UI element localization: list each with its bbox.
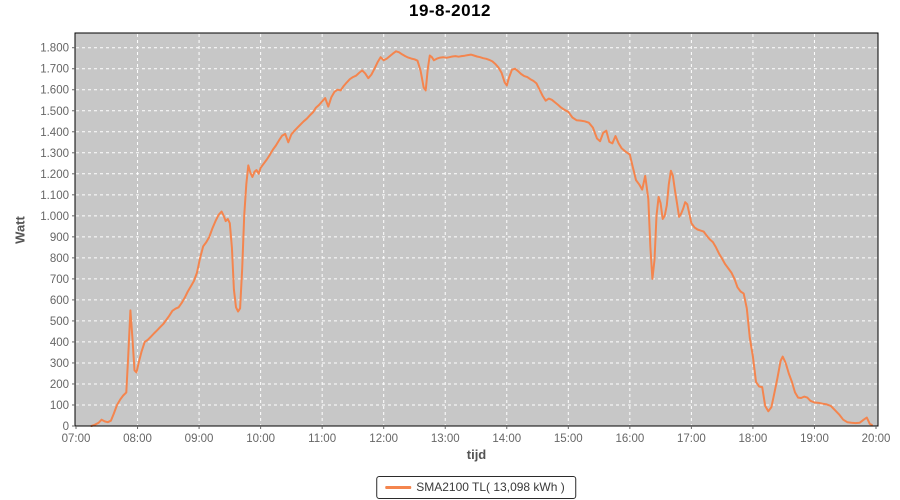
- y-tick-label: 500: [50, 316, 69, 328]
- y-tick-label: 300: [50, 358, 69, 370]
- y-tick-label: 600: [50, 295, 69, 307]
- y-tick-label: 1.700: [40, 64, 69, 76]
- y-tick-label: 700: [50, 274, 69, 286]
- x-tick-label: 19:00: [800, 433, 829, 445]
- y-tick-label: 0: [63, 421, 69, 433]
- legend: SMA2100 TL( 13,098 kWh ): [376, 476, 576, 499]
- legend-label: SMA2100 TL( 13,098 kWh ): [416, 480, 565, 494]
- plot-border: [74, 32, 879, 427]
- y-tick-label: 400: [50, 337, 69, 349]
- x-tick-label: 09:00: [185, 433, 214, 445]
- x-axis-title: tijd: [466, 447, 487, 462]
- x-tick-label: 20:00: [862, 433, 891, 445]
- x-tick-label: 11:00: [308, 433, 336, 445]
- plot-area: [75, 33, 878, 426]
- y-tick-label: 1.800: [40, 43, 69, 55]
- legend-line-swatch: [385, 485, 412, 489]
- x-tick-label: 14:00: [492, 433, 521, 445]
- y-tick-label: 200: [50, 379, 69, 391]
- y-tick-label: 900: [50, 232, 69, 244]
- y-tick-label: 1.400: [40, 127, 69, 139]
- y-tick-label: 1.200: [40, 169, 69, 181]
- x-tick-label: 10:00: [246, 433, 275, 445]
- x-tick-label: 08:00: [123, 433, 152, 445]
- y-tick-label: 1.600: [40, 85, 69, 97]
- y-axis-title: Watt: [12, 216, 28, 244]
- x-tick-label: 12:00: [369, 433, 398, 445]
- y-tick-label: 1.300: [40, 148, 69, 160]
- x-tick-label: 18:00: [739, 433, 768, 445]
- x-tick-label: 13:00: [431, 433, 460, 445]
- series-line: [90, 50, 873, 427]
- y-tick-label: 1.000: [40, 211, 69, 223]
- x-tick-label: 15:00: [554, 433, 583, 445]
- y-tick-label: 800: [50, 253, 69, 265]
- x-tick-label: 07:00: [62, 433, 91, 445]
- y-tick-label: 1.100: [40, 190, 69, 202]
- x-tick-label: 16:00: [615, 433, 644, 445]
- y-tick-label: 1.500: [40, 106, 69, 118]
- y-tick-label: 100: [50, 400, 69, 412]
- chart-title: 19-8-2012: [408, 1, 491, 20]
- x-tick-label: 17:00: [677, 433, 706, 445]
